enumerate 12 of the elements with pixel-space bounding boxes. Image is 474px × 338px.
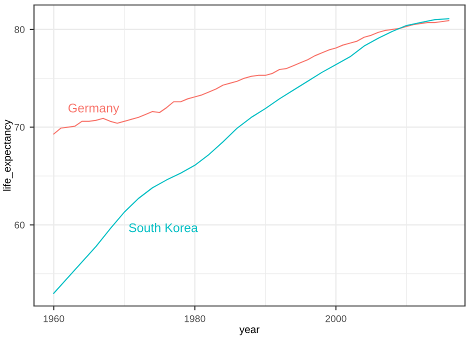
y-tick-label: 80 [14,26,25,34]
y-axis-title: life_expectancy [3,120,13,191]
y-tick-label: 60 [14,222,25,229]
series-label: South Korea [129,223,198,232]
x-tick-label: 1960 [44,315,64,322]
line-series [53,18,450,294]
line-series [53,20,450,135]
x-tick-label: 2000 [326,315,346,322]
x-axis-title: year [239,327,260,336]
x-tick-label: 1980 [184,315,206,322]
series-label: Germany [68,104,120,115]
y-tick-label: 70 [14,124,25,131]
